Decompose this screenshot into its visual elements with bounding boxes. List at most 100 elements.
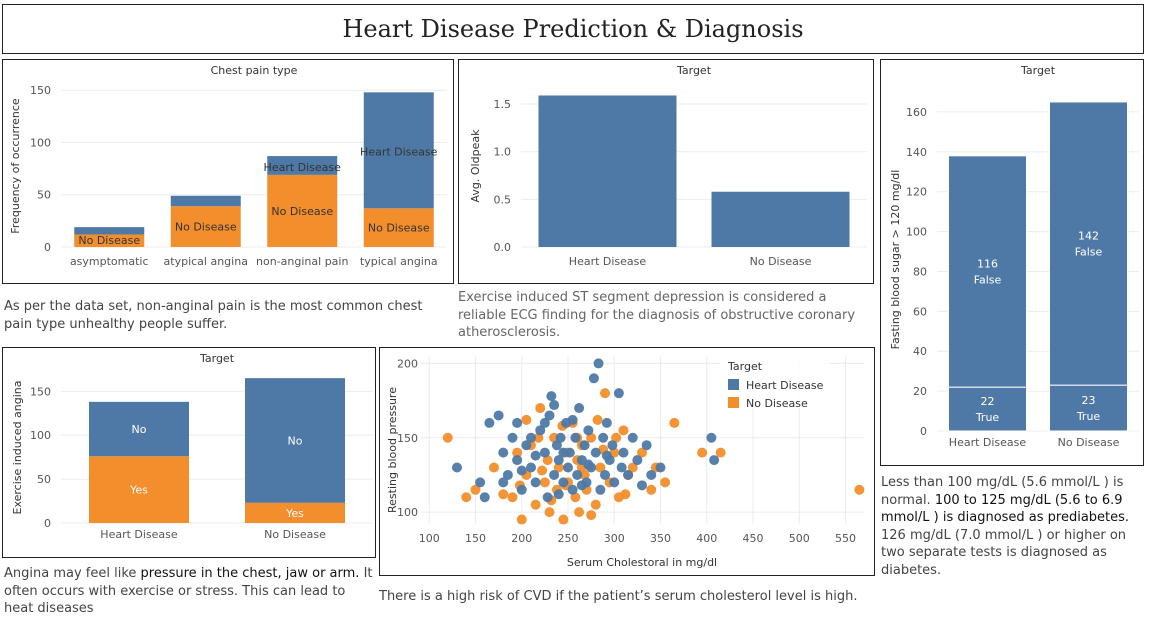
scatter-point-no-disease bbox=[574, 507, 585, 518]
chest_pain-segment-label: No Disease bbox=[271, 205, 333, 218]
chest_pain-segment-label: Heart Disease bbox=[360, 145, 438, 158]
scatter-point-heart-disease bbox=[502, 469, 513, 480]
angina-bar-yes bbox=[245, 502, 345, 523]
legend-swatch bbox=[728, 397, 739, 408]
scatter-point-heart-disease bbox=[646, 469, 657, 480]
angina-segment-label: Yes bbox=[285, 507, 304, 520]
scatter-point-heart-disease bbox=[551, 440, 562, 451]
angina-caption-bold: pressure in the chest, jaw or arm. bbox=[140, 566, 360, 581]
sugar-ytick-label: 40 bbox=[913, 345, 927, 358]
chest_pain-bar-no-disease bbox=[74, 234, 145, 247]
chest_pain-category-label: non-anginal pain bbox=[256, 255, 348, 268]
angina-segment-label: No bbox=[288, 434, 303, 447]
scatter-point-heart-disease bbox=[601, 450, 612, 461]
scatter-point-no-disease bbox=[618, 425, 629, 436]
scatter-point-heart-disease bbox=[539, 447, 550, 458]
scatter-point-heart-disease bbox=[600, 469, 610, 480]
angina-category-label: Heart Disease bbox=[100, 528, 178, 541]
blood-sugar-caption: Less than 100 mg/dL (5.6 mmol/L ) is nor… bbox=[881, 474, 1149, 579]
angina-panel: Target 0 50 100 150 Exercise induced angina He… bbox=[2, 347, 376, 558]
oldpeak-ytick-label: 0.0 bbox=[494, 241, 512, 254]
sugar-bar-false bbox=[1049, 101, 1128, 386]
scatter-point-heart-disease bbox=[549, 400, 560, 411]
sugar-ytick-label: 0 bbox=[920, 425, 927, 438]
sugar-caption-1: Less than 100 mg/dL (5.6 mmol/L ) is nor… bbox=[881, 475, 1124, 508]
scatter-point-heart-disease bbox=[583, 459, 594, 470]
chest_pain-category-label: atypical angina bbox=[164, 255, 248, 268]
scatter-point-no-disease bbox=[586, 510, 597, 521]
scatter-point-heart-disease bbox=[590, 447, 601, 458]
scatter-point-heart-disease bbox=[598, 432, 609, 443]
chest-pain-chart: Chest pain type 0 50 100 150 Frequency of occ… bbox=[9, 64, 447, 268]
sugar-segment-value: 142 bbox=[1078, 230, 1099, 243]
scatter-point-no-disease bbox=[620, 489, 631, 500]
sugar-ylabel: Fasting blood sugar > 120 mg/dl bbox=[889, 170, 902, 350]
scatter-point-no-disease bbox=[553, 462, 564, 473]
scatter-xtick-label: 400 bbox=[696, 532, 717, 545]
scatter-point-heart-disease bbox=[616, 462, 627, 473]
angina-title: Target bbox=[199, 352, 235, 365]
scatter-point-heart-disease bbox=[479, 492, 490, 503]
scatter-point-heart-disease bbox=[452, 462, 462, 473]
angina-ytick-label: 150 bbox=[30, 385, 51, 398]
scatter-xtick-label: 350 bbox=[650, 532, 671, 545]
scatter-point-no-disease bbox=[637, 447, 647, 458]
chest_pain-bar-heart-disease bbox=[267, 156, 338, 175]
chest_pain-bar-no-disease bbox=[363, 208, 434, 247]
scatter-point-no-disease bbox=[442, 432, 453, 443]
angina-bar-yes bbox=[89, 456, 189, 523]
oldpeak-chart: Target 0.0 0.5 1.0 1.5 Avg. Oldpeak Heart Dise… bbox=[469, 64, 867, 268]
scatter-point-no-disease bbox=[590, 499, 601, 510]
sugar-ytick-label: 160 bbox=[906, 106, 927, 119]
scatter-point-heart-disease bbox=[498, 447, 509, 458]
scatter-point-no-disease bbox=[600, 388, 610, 399]
sugar-segment-label: True bbox=[975, 411, 1000, 424]
scatter-point-heart-disease bbox=[546, 391, 557, 402]
scatter-point-heart-disease bbox=[583, 425, 594, 436]
scatter-point-heart-disease bbox=[484, 417, 495, 428]
sugar-category-label: Heart Disease bbox=[949, 436, 1027, 449]
scatter-point-heart-disease bbox=[570, 432, 581, 443]
angina-ytick-label: 100 bbox=[30, 429, 51, 442]
oldpeak-category-label: Heart Disease bbox=[569, 255, 647, 268]
scatter-point-no-disease bbox=[498, 489, 509, 500]
scatter-point-no-disease bbox=[489, 462, 499, 473]
scatter-point-no-disease bbox=[627, 462, 638, 473]
scatter-xlabel: Serum Cholestoral in mg/dl bbox=[567, 556, 717, 569]
scatter-point-no-disease bbox=[470, 484, 481, 495]
scatter-point-heart-disease bbox=[709, 455, 720, 466]
scatter-point-heart-disease bbox=[623, 469, 634, 480]
oldpeak-bar bbox=[711, 191, 850, 247]
chest_pain-ytick-label: 50 bbox=[37, 189, 51, 202]
scatter-point-heart-disease bbox=[475, 477, 486, 488]
oldpeak-title: Target bbox=[676, 64, 712, 77]
scatter-point-heart-disease bbox=[607, 440, 618, 451]
scatter-xtick-label: 300 bbox=[604, 532, 625, 545]
angina-segment-label: No bbox=[132, 423, 147, 436]
scatter-point-no-disease bbox=[535, 403, 546, 414]
scatter-point-heart-disease bbox=[601, 417, 612, 428]
scatter-point-heart-disease bbox=[632, 455, 643, 466]
oldpeak-ytick-label: 1.0 bbox=[494, 146, 512, 159]
scatter-xtick-label: 500 bbox=[789, 532, 810, 545]
scatter-point-heart-disease bbox=[526, 432, 536, 443]
chest_pain-segment-label: Heart Disease bbox=[264, 161, 342, 174]
sugar-ytick-label: 80 bbox=[913, 265, 927, 278]
cholesterol-chart: 100 150 200 250 300 350 400 450 500 550 100 150 200 S… bbox=[386, 356, 865, 569]
scatter-point-heart-disease bbox=[706, 432, 717, 443]
sugar-ytick-label: 100 bbox=[906, 226, 927, 239]
scatter-point-heart-disease bbox=[572, 469, 583, 480]
scatter-point-no-disease bbox=[544, 507, 555, 518]
sugar-bar-false bbox=[948, 155, 1027, 388]
scatter-point-no-disease bbox=[530, 499, 541, 510]
sugar-category-label: No Disease bbox=[1058, 436, 1120, 449]
sugar-title: Target bbox=[1020, 64, 1056, 77]
scatter-point-no-disease bbox=[558, 514, 569, 525]
scatter-point-no-disease bbox=[611, 432, 622, 443]
legend-label: Heart Disease bbox=[746, 379, 824, 392]
sugar-segment-label: True bbox=[1076, 410, 1101, 423]
scatter-point-heart-disease bbox=[576, 480, 587, 491]
page-title: Heart Disease Prediction & Diagnosis bbox=[342, 15, 804, 43]
angina-ylabel: Exercise induced angina bbox=[11, 380, 24, 514]
angina-caption-pre: Angina may feel like bbox=[4, 566, 141, 581]
